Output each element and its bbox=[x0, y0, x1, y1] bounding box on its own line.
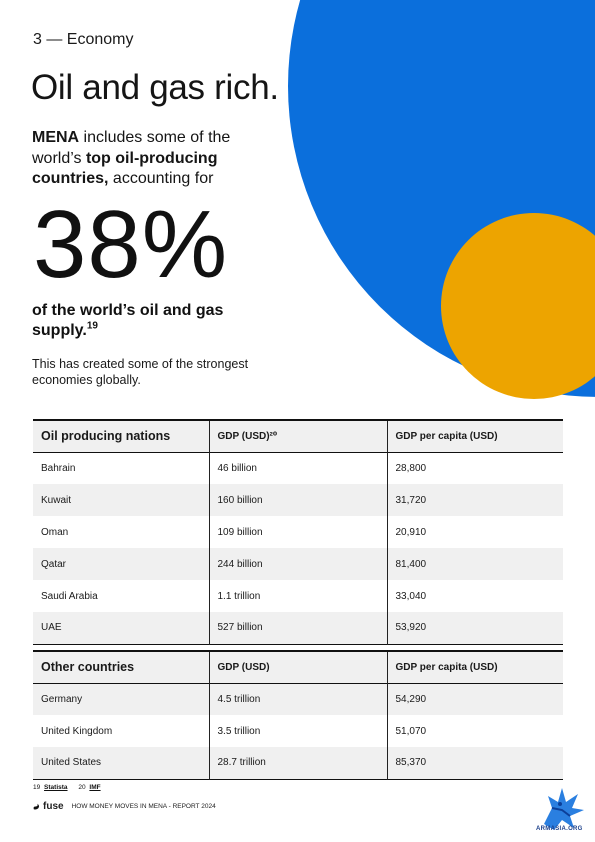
cell-gdp-per-capita: 31,720 bbox=[387, 484, 563, 516]
cell-gdp-per-capita: 28,800 bbox=[387, 452, 563, 484]
table-row: Saudi Arabia 1.1 trillion 33,040 bbox=[33, 580, 563, 612]
cell-country: Oman bbox=[33, 516, 209, 548]
footnote-source-link[interactable]: IMF bbox=[89, 784, 100, 791]
cell-gdp: 3.5 trillion bbox=[209, 715, 387, 747]
page-footer: fuse HOW MONEY MOVES IN MENA - REPORT 20… bbox=[32, 801, 216, 812]
table-header-row: Oil producing nations GDP (USD)²⁰ GDP pe… bbox=[33, 420, 563, 452]
cell-gdp: 28.7 trillion bbox=[209, 747, 387, 779]
brand-name: fuse bbox=[43, 801, 64, 812]
header-gdp: GDP (USD)²⁰ bbox=[209, 420, 387, 452]
cell-gdp: 46 billion bbox=[209, 452, 387, 484]
cell-country: Qatar bbox=[33, 548, 209, 580]
cell-country: Kuwait bbox=[33, 484, 209, 516]
intro-paragraph: MENA includes some of the world’s top oi… bbox=[32, 128, 272, 190]
intro-text-2: accounting for bbox=[108, 170, 213, 187]
stat-footnote-ref: 19 bbox=[87, 321, 98, 332]
oil-producing-nations-table: Oil producing nations GDP (USD)²⁰ GDP pe… bbox=[33, 419, 563, 645]
cell-country: Germany bbox=[33, 683, 209, 715]
cell-gdp: 160 billion bbox=[209, 484, 387, 516]
cell-country: Bahrain bbox=[33, 452, 209, 484]
table-row: Oman 109 billion 20,910 bbox=[33, 516, 563, 548]
cell-gdp-per-capita: 51,070 bbox=[387, 715, 563, 747]
cell-gdp: 1.1 trillion bbox=[209, 580, 387, 612]
header-gdp-per-capita: GDP per capita (USD) bbox=[387, 420, 563, 452]
watermark-text: ARMASIA.ORG bbox=[536, 826, 583, 832]
cell-gdp-per-capita: 53,920 bbox=[387, 612, 563, 644]
stat-caption-text: of the world’s oil and gas supply. bbox=[32, 302, 223, 339]
cell-gdp: 4.5 trillion bbox=[209, 683, 387, 715]
table-row: Germany 4.5 trillion 54,290 bbox=[33, 683, 563, 715]
header-gdp-per-capita: GDP per capita (USD) bbox=[387, 651, 563, 683]
table-header-row: Other countries GDP (USD) GDP per capita… bbox=[33, 651, 563, 683]
table-row: United States 28.7 trillion 85,370 bbox=[33, 747, 563, 779]
table-row: Qatar 244 billion 81,400 bbox=[33, 548, 563, 580]
cell-gdp: 244 billion bbox=[209, 548, 387, 580]
header-gdp: GDP (USD) bbox=[209, 651, 387, 683]
big-stat-value: 38% bbox=[33, 190, 228, 300]
table-row: UAE 527 billion 53,920 bbox=[33, 612, 563, 644]
cell-gdp-per-capita: 85,370 bbox=[387, 747, 563, 779]
cell-gdp-per-capita: 33,040 bbox=[387, 580, 563, 612]
economies-note: This has created some of the strongest e… bbox=[32, 356, 292, 388]
header-other-countries: Other countries bbox=[33, 651, 209, 683]
section-label: 3 — Economy bbox=[33, 31, 133, 49]
cell-country: United Kingdom bbox=[33, 715, 209, 747]
fuse-logo-icon bbox=[32, 802, 41, 811]
cell-country: United States bbox=[33, 747, 209, 779]
page-headline: Oil and gas rich. bbox=[31, 68, 279, 108]
intro-bold-mena: MENA bbox=[32, 129, 79, 146]
brand-logo: fuse bbox=[32, 801, 64, 812]
footnotes: 19 Statista 20 IMF bbox=[33, 784, 110, 791]
table-row: Bahrain 46 billion 28,800 bbox=[33, 452, 563, 484]
cell-country: Saudi Arabia bbox=[33, 580, 209, 612]
stat-caption: of the world’s oil and gas supply.19 bbox=[32, 301, 272, 341]
cell-gdp-per-capita: 54,290 bbox=[387, 683, 563, 715]
footer-report-title: HOW MONEY MOVES IN MENA - REPORT 2024 bbox=[72, 803, 216, 810]
other-countries-table: Other countries GDP (USD) GDP per capita… bbox=[33, 650, 563, 780]
footnote-source-link[interactable]: Statista bbox=[44, 784, 67, 791]
footnote-ref: 19 bbox=[33, 784, 40, 791]
footnote-ref: 20 bbox=[78, 784, 85, 791]
cell-gdp-per-capita: 20,910 bbox=[387, 516, 563, 548]
header-nation: Oil producing nations bbox=[33, 420, 209, 452]
cell-gdp-per-capita: 81,400 bbox=[387, 548, 563, 580]
cell-country: UAE bbox=[33, 612, 209, 644]
table-row: United Kingdom 3.5 trillion 51,070 bbox=[33, 715, 563, 747]
table-row: Kuwait 160 billion 31,720 bbox=[33, 484, 563, 516]
cell-gdp: 527 billion bbox=[209, 612, 387, 644]
cell-gdp: 109 billion bbox=[209, 516, 387, 548]
